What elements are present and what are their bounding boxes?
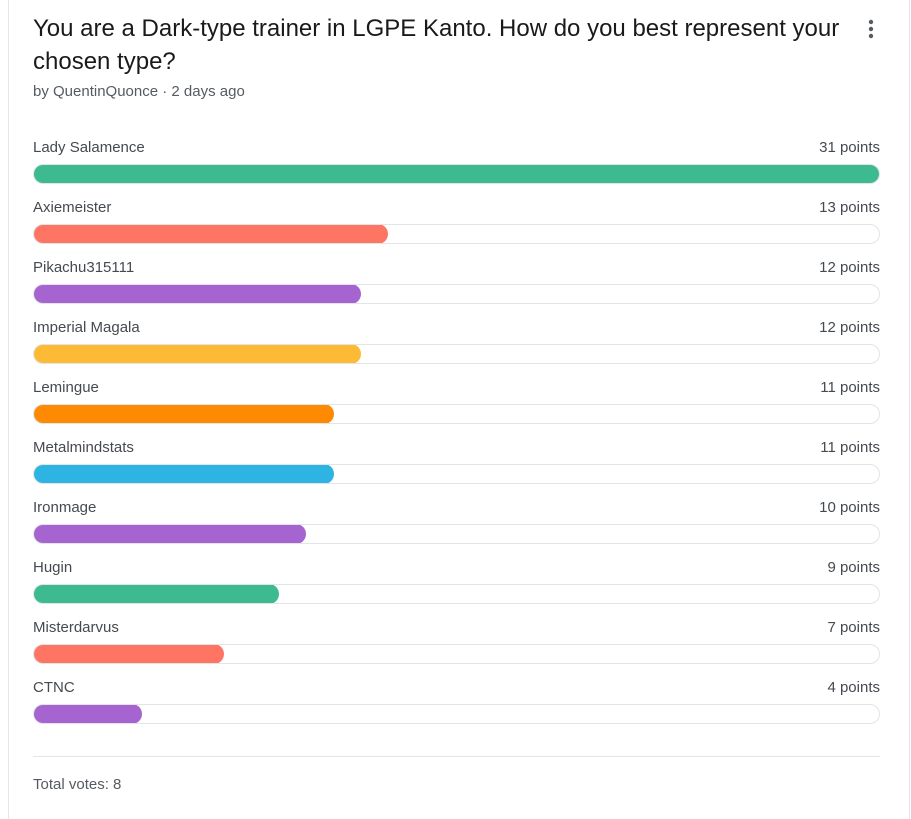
option-points: 7 points [827,619,880,636]
total-votes: Total votes: 8 [33,776,122,793]
option-bar-fill [34,645,224,663]
poll-option: Metalmindstats 11 points [33,438,880,498]
option-name: Lady Salamence [33,139,145,156]
option-bar-track [33,524,880,544]
poll-options: Lady Salamence 31 points Axiemeister 13 poi… [33,138,880,738]
option-bar-fill [34,225,388,243]
option-bar-fill [34,345,361,363]
option-points: 11 points [820,379,880,396]
option-bar-track [33,644,880,664]
poll-option: CTNC 4 points [33,678,880,738]
option-bar-track [33,224,880,244]
option-name: Misterdarvus [33,619,119,636]
option-name: Pikachu315111 [33,259,135,276]
option-bar-fill [34,165,879,183]
poll-card: You are a Dark-type trainer in LGPE Kant… [8,0,910,819]
option-points: 31 points [819,139,880,156]
poll-option: Pikachu315111 12 points [33,258,880,318]
option-bar-fill [34,585,279,603]
poll-option: Ironmage 10 points [33,498,880,558]
option-points: 12 points [819,259,880,276]
option-points: 11 points [820,439,880,456]
divider [33,756,880,757]
option-name: Hugin [33,559,73,576]
option-name: Imperial Magala [33,319,140,336]
option-name: Metalmindstats [33,439,134,456]
option-bar-track [33,284,880,304]
option-bar-track [33,404,880,424]
poll-title: You are a Dark-type trainer in LGPE Kant… [33,15,840,75]
option-points: 13 points [819,199,880,216]
option-bar-track [33,704,880,724]
option-name: CTNC [33,679,75,696]
option-name: Lemingue [33,379,99,396]
option-bar-fill [34,405,334,423]
option-bar-track [33,344,880,364]
poll-option: Axiemeister 13 points [33,198,880,258]
more-vertical-icon [868,19,874,39]
option-points: 9 points [827,559,880,576]
poll-option: Lemingue 11 points [33,378,880,438]
option-bar-fill [34,465,334,483]
option-name: Ironmage [33,499,97,516]
option-points: 4 points [827,679,880,696]
option-bar-track [33,164,880,184]
option-bar-track [33,464,880,484]
poll-option: Lady Salamence 31 points [33,138,880,198]
option-points: 12 points [819,319,880,336]
option-bar-fill [34,525,306,543]
option-name: Axiemeister [33,199,112,216]
more-options-button[interactable] [861,16,881,40]
poll-option: Hugin 9 points [33,558,880,618]
poll-meta: by QuentinQuonce · 2 days ago [33,83,245,100]
poll-option: Misterdarvus 7 points [33,618,880,678]
option-points: 10 points [819,499,880,516]
poll-option: Imperial Magala 12 points [33,318,880,378]
option-bar-track [33,584,880,604]
option-bar-fill [34,285,361,303]
option-bar-fill [34,705,142,723]
